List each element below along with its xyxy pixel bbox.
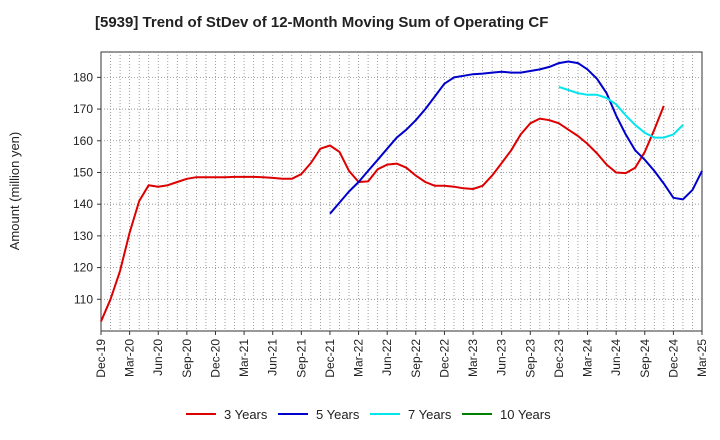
legend-label-1: 3 Years <box>224 407 268 422</box>
y-tick-label: 120 <box>73 261 93 275</box>
plot-frame <box>100 51 703 332</box>
series-layer <box>100 60 703 322</box>
x-tick-label: Mar-20 <box>123 339 137 377</box>
y-tick-label: 130 <box>73 229 93 243</box>
axis-layer: 110 120 130 140 150 160 170 180 Dec-19 Mar-20 Jun-… <box>73 70 709 377</box>
x-tick-label: Dec-23 <box>552 339 566 378</box>
y-tick-label: 150 <box>73 165 93 179</box>
y-tick-label: 160 <box>73 134 93 148</box>
x-tick-label: Sep-22 <box>409 339 423 378</box>
legend-layer: 3 Years 5 Years 7 Years 10 Years <box>186 407 551 422</box>
y-tick-label: 180 <box>73 70 93 84</box>
y-tick-label: 170 <box>73 102 93 116</box>
x-tick-label: Jun-21 <box>266 339 280 376</box>
x-tick-label: Dec-22 <box>437 339 451 378</box>
x-tick-label: Jun-24 <box>609 339 623 376</box>
x-tick-label: Dec-20 <box>208 339 222 378</box>
x-tick-label: Mar-22 <box>352 339 366 377</box>
y-axis-title: Amount (million yen) <box>7 132 22 251</box>
legend-label-2: 5 Years <box>316 407 360 422</box>
x-tick-label: Sep-21 <box>294 339 308 378</box>
x-tick-label: Mar-23 <box>466 339 480 377</box>
legend-label-3: 7 Years <box>408 407 452 422</box>
series-line-2 <box>329 60 703 215</box>
x-tick-label: Mar-21 <box>237 339 251 377</box>
x-tick-label: Dec-21 <box>323 339 337 378</box>
x-tick-label: Mar-24 <box>581 339 595 377</box>
x-tick-label: Jun-23 <box>495 339 509 376</box>
series-line-3 <box>558 85 684 139</box>
x-tick-label: Jun-20 <box>151 339 165 376</box>
x-tick-label: Sep-23 <box>523 339 537 378</box>
x-tick-label: Sep-20 <box>180 339 194 378</box>
x-tick-label: Jun-22 <box>380 339 394 376</box>
x-tick-label: Dec-19 <box>94 339 108 378</box>
x-tick-label: Dec-24 <box>666 339 680 378</box>
series-line-1 <box>100 105 665 322</box>
grid-layer <box>100 51 703 332</box>
chart-title: [5939] Trend of StDev of 12-Month Moving… <box>95 14 549 31</box>
y-tick-label: 110 <box>74 292 93 306</box>
legend-label-4: 10 Years <box>500 407 551 422</box>
y-tick-label: 140 <box>73 197 93 211</box>
x-tick-label: Mar-25 <box>695 339 709 377</box>
x-tick-label: Sep-24 <box>638 339 652 378</box>
